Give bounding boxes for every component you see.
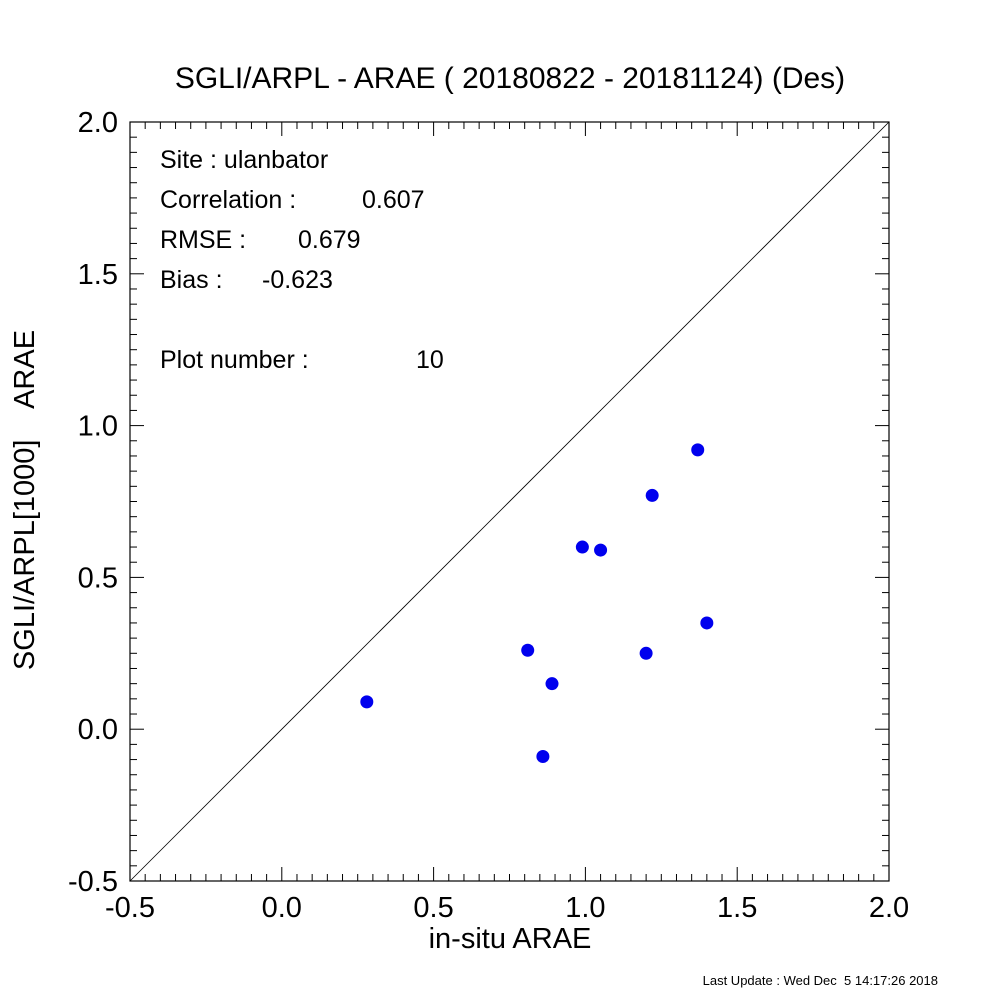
stats-correlation-label: Correlation : — [160, 186, 296, 214]
y-tick-label: 0.0 — [78, 714, 118, 746]
axis-ticks — [129, 121, 890, 882]
last-update: Last Update : Wed Dec 5 14:17:26 2018 — [703, 973, 938, 988]
data-point — [521, 643, 535, 657]
data-point — [545, 677, 559, 691]
data-point — [639, 646, 653, 660]
data-point — [575, 540, 589, 554]
stats-plot-number-label: Plot number : — [160, 346, 309, 374]
data-point — [700, 616, 714, 630]
data-points — [360, 443, 714, 764]
stats-bias-value: -0.623 — [262, 266, 333, 294]
y-tick-label: -0.5 — [68, 866, 118, 898]
y-tick-label: 2.0 — [78, 107, 118, 139]
y-tick-label: 1.5 — [78, 259, 118, 291]
x-tick-label: 0.0 — [262, 892, 302, 924]
x-tick-label: -0.5 — [105, 892, 155, 924]
data-point — [645, 488, 659, 502]
data-point — [691, 443, 705, 457]
one-to-one-line — [129, 121, 890, 882]
x-tick-label: 1.0 — [565, 892, 605, 924]
stats-rmse-value: 0.679 — [298, 226, 361, 254]
chart-title: SGLI/ARPL - ARAE ( 20180822 - 20181124) … — [175, 62, 845, 95]
stats-block: Site : ulanbator Correlation : 0.607 RMS… — [160, 146, 444, 374]
x-axis-label: in-situ ARAE — [429, 923, 592, 955]
data-point — [536, 750, 550, 764]
stats-site: Site : ulanbator — [160, 146, 328, 174]
x-tick-labels: -0.5 0.0 0.5 1.0 1.5 2.0 — [105, 892, 909, 924]
stats-plot-number-value: 10 — [416, 346, 444, 374]
x-tick-label: 0.5 — [413, 892, 453, 924]
stats-rmse-label: RMSE : — [160, 226, 246, 254]
y-axis-label: SGLI/ARPL[1000] ARAE — [9, 330, 41, 670]
data-point — [594, 543, 608, 557]
stats-bias-label: Bias : — [160, 266, 223, 294]
y-tick-labels: -0.5 0.0 0.5 1.0 1.5 2.0 — [68, 107, 118, 898]
x-tick-label: 2.0 — [869, 892, 909, 924]
data-point — [360, 695, 374, 709]
y-tick-label: 1.0 — [78, 411, 118, 443]
y-tick-label: 0.5 — [78, 562, 118, 594]
stats-correlation-value: 0.607 — [362, 186, 425, 214]
x-tick-label: 1.5 — [717, 892, 757, 924]
